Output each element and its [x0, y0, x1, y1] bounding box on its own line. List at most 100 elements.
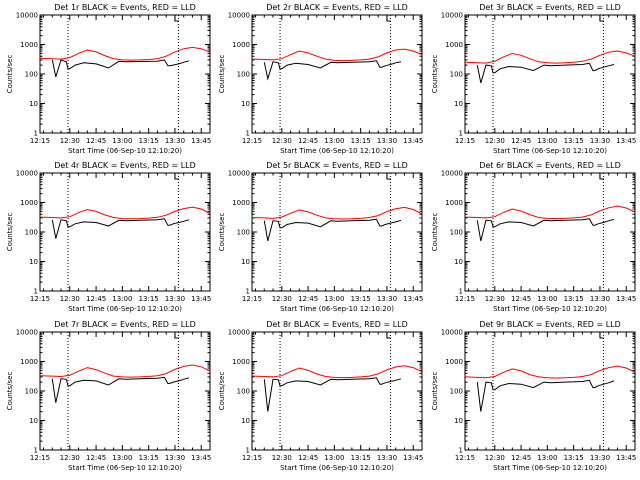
x-tick-label: 12:45 — [298, 454, 318, 462]
interval-bracket — [386, 15, 391, 22]
series-events-line — [476, 218, 615, 242]
plot-frame — [251, 331, 423, 451]
x-tick-label: 12:45 — [511, 295, 531, 303]
x-tick-label: 13:00 — [324, 137, 344, 145]
y-tick-label: 10 — [454, 417, 463, 425]
x-tick-label: 12:30 — [60, 454, 80, 462]
y-tick-label: 1 — [246, 447, 250, 455]
y-tick-label: 100 — [237, 71, 250, 79]
x-tick-label: 13:15 — [139, 137, 159, 145]
x-tick-label: 13:45 — [403, 454, 423, 462]
interval-bracket — [174, 173, 179, 180]
y-tick-label: 1 — [459, 447, 463, 455]
y-tick-label: 1 — [34, 288, 38, 296]
series-lld-line — [39, 46, 211, 61]
y-tick-label: 1 — [459, 288, 463, 296]
y-axis-label: Counts/sec — [218, 213, 226, 252]
x-tick-label: 13:30 — [377, 137, 397, 145]
y-tick-label: 10000 — [228, 170, 250, 178]
x-tick-label: 12:30 — [272, 454, 292, 462]
x-tick-label: 12:45 — [511, 137, 531, 145]
series-lld-line — [39, 364, 211, 378]
series-events-line — [51, 376, 190, 403]
x-tick-label: 13:30 — [377, 454, 397, 462]
y-tick-label: 100 — [25, 229, 38, 237]
panel-1: Det 1r BLACK = Events, RED = LLD 1 10 100 10… — [6, 3, 211, 155]
x-tick-label: 12:15 — [30, 454, 50, 462]
interval-bracket — [599, 15, 604, 22]
series-events-line — [263, 60, 402, 81]
x-tick-label: 13:00 — [537, 137, 557, 145]
panel-title: Det 1r BLACK = Events, RED = LLD — [54, 3, 196, 12]
series-events-line — [51, 218, 190, 239]
plot-frame — [464, 14, 636, 134]
x-tick-label: 13:30 — [377, 295, 397, 303]
y-axis-label: Counts/sec — [218, 372, 226, 411]
plot-frame — [39, 14, 211, 134]
y-tick-label: 1000 — [445, 358, 463, 366]
y-axis-label: Counts/sec — [431, 213, 439, 252]
x-tick-label: 13:00 — [324, 454, 344, 462]
series-lld-line — [39, 206, 211, 220]
y-tick-label: 10000 — [16, 170, 38, 178]
y-tick-label: 100 — [237, 388, 250, 396]
x-tick-label: 12:45 — [86, 137, 106, 145]
panel-title: Det 7r BLACK = Events, RED = LLD — [54, 320, 196, 329]
panel-title: Det 6r BLACK = Events, RED = LLD — [479, 161, 621, 170]
x-tick-label: 12:15 — [242, 295, 262, 303]
x-tick-label: 13:15 — [351, 454, 371, 462]
x-tick-label: 12:15 — [455, 454, 475, 462]
y-tick-label: 10 — [241, 258, 250, 266]
y-tick-label: 1000 — [232, 358, 250, 366]
x-tick-label: 13:00 — [537, 295, 557, 303]
series-events-line — [476, 62, 615, 84]
y-tick-label: 10000 — [16, 329, 38, 337]
x-tick-label: 13:00 — [112, 137, 132, 145]
x-tick-label: 13:00 — [112, 295, 132, 303]
panel-4: Det 4r BLACK = Events, RED = LLD 1 10 100 10… — [6, 161, 211, 313]
panel-title: Det 4r BLACK = Events, RED = LLD — [54, 161, 196, 170]
y-tick-label: 100 — [25, 71, 38, 79]
x-tick-label: 13:30 — [590, 454, 610, 462]
panel-6: Det 6r BLACK = Events, RED = LLD 1 10 100 10… — [431, 161, 636, 313]
x-tick-label: 13:45 — [191, 295, 211, 303]
y-tick-label: 100 — [450, 229, 463, 237]
x-axis-label: Start Time (06-Sep-10 12:10:20) — [280, 464, 394, 472]
x-tick-label: 13:15 — [139, 295, 159, 303]
x-tick-label: 13:45 — [403, 295, 423, 303]
y-tick-label: 10000 — [441, 12, 463, 20]
x-axis-label: Start Time (06-Sep-10 12:10:20) — [493, 147, 607, 155]
x-axis-label: Start Time (06-Sep-10 12:10:20) — [68, 305, 182, 313]
x-tick-label: 12:15 — [30, 137, 50, 145]
interval-bracket — [174, 332, 179, 339]
x-tick-label: 13:30 — [165, 295, 185, 303]
series-lld-line — [251, 206, 423, 220]
interval-bracket — [386, 173, 391, 180]
y-tick-label: 10 — [29, 417, 38, 425]
plot-frame — [39, 331, 211, 451]
y-tick-label: 100 — [237, 229, 250, 237]
series-events-line — [476, 379, 615, 412]
x-tick-label: 13:45 — [191, 137, 211, 145]
y-tick-label: 1 — [246, 130, 250, 138]
x-tick-label: 13:45 — [616, 137, 636, 145]
panel-2: Det 2r BLACK = Events, RED = LLD 1 10 100 10… — [218, 3, 423, 155]
panel-title: Det 9r BLACK = Events, RED = LLD — [479, 320, 621, 329]
panel-7: Det 7r BLACK = Events, RED = LLD 1 10 100 10… — [6, 320, 211, 472]
y-tick-label: 10000 — [441, 329, 463, 337]
series-lld-line — [464, 50, 636, 64]
x-tick-label: 13:45 — [403, 137, 423, 145]
x-tick-label: 12:45 — [511, 454, 531, 462]
y-tick-label: 100 — [25, 388, 38, 396]
y-tick-label: 1000 — [232, 41, 250, 49]
y-tick-label: 1 — [459, 130, 463, 138]
x-axis-label: Start Time (06-Sep-10 12:10:20) — [493, 305, 607, 313]
x-axis-label: Start Time (06-Sep-10 12:10:20) — [68, 147, 182, 155]
x-tick-label: 12:30 — [272, 137, 292, 145]
x-axis-label: Start Time (06-Sep-10 12:10:20) — [280, 305, 394, 313]
interval-bracket — [599, 173, 604, 180]
y-tick-label: 100 — [450, 388, 463, 396]
interval-bracket — [174, 15, 179, 22]
y-tick-label: 1000 — [20, 358, 38, 366]
plot-frame — [464, 331, 636, 451]
